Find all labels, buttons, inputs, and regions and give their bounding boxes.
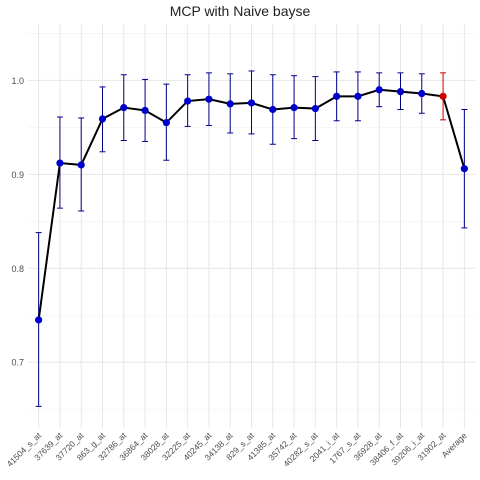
y-tick-label: 1.0: [11, 76, 24, 86]
y-tick-label: 0.7: [11, 358, 24, 368]
data-point: [226, 100, 234, 108]
y-axis-ticks: 0.7 0.8 0.9 1.0: [11, 76, 24, 368]
data-point: [120, 104, 128, 112]
data-point: [290, 104, 298, 112]
data-point: [418, 89, 426, 98]
data-point: [354, 92, 362, 100]
data-point: [184, 97, 192, 105]
y-tick-label: 0.8: [11, 264, 24, 274]
data-point: [269, 105, 277, 114]
data-point: [56, 159, 64, 167]
data-point: [205, 95, 213, 103]
data-point: [396, 88, 405, 96]
y-tick-label: 0.9: [11, 170, 24, 180]
data-point: [439, 92, 447, 100]
data-point: [375, 86, 383, 94]
chart-title: MCP with Naive bayse: [169, 3, 311, 19]
data-point: [35, 316, 43, 324]
data-point: [98, 115, 107, 123]
x-axis-ticks: 41504_s_at37639_at37720_at863_g_at32786_…: [5, 430, 469, 469]
data-point: [311, 104, 319, 113]
data-point: [460, 165, 468, 173]
data-point: [77, 161, 85, 169]
data-point: [333, 92, 341, 100]
data-points: [35, 86, 468, 324]
data-point: [247, 99, 256, 107]
data-point: [141, 106, 149, 115]
data-point: [162, 119, 170, 127]
